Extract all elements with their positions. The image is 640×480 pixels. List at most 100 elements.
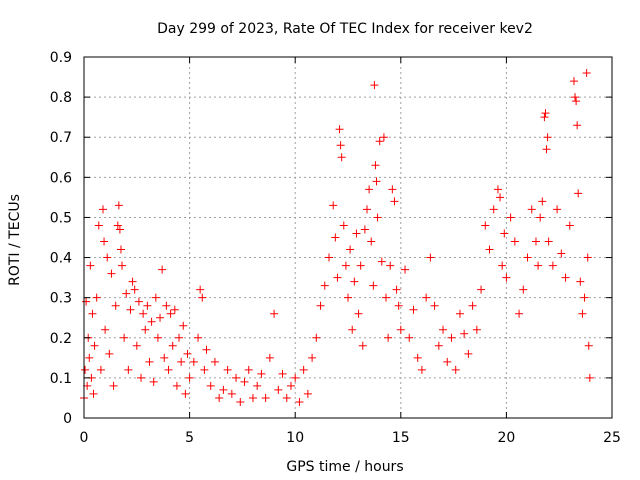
grid — [84, 57, 612, 418]
data-point — [113, 221, 122, 230]
data-point — [531, 237, 540, 246]
data-point — [565, 221, 574, 230]
data-point — [223, 365, 232, 374]
data-point — [396, 325, 405, 334]
data-point — [308, 353, 317, 362]
y-tick-label: 0.8 — [50, 90, 72, 106]
data-point — [392, 285, 401, 294]
data-point — [244, 365, 253, 374]
data-point — [455, 309, 464, 318]
x-tick-label: 10 — [286, 430, 304, 446]
data-point — [388, 185, 397, 194]
data-point — [523, 253, 532, 262]
data-point — [194, 333, 203, 342]
data-point — [447, 333, 456, 342]
data-point — [295, 397, 304, 406]
data-point — [360, 225, 369, 234]
data-point — [90, 341, 99, 350]
data-point — [200, 365, 209, 374]
data-point — [373, 213, 382, 222]
data-point — [576, 277, 585, 286]
data-point — [286, 381, 295, 390]
data-point — [320, 281, 329, 290]
data-point — [105, 349, 114, 358]
data-point — [179, 321, 188, 330]
data-point — [583, 253, 592, 262]
data-point — [124, 365, 133, 374]
data-point — [100, 237, 109, 246]
data-point — [175, 333, 184, 342]
data-point — [177, 357, 186, 366]
y-tick-label: 0.3 — [50, 291, 72, 307]
data-point — [506, 213, 515, 222]
data-point — [270, 309, 279, 318]
data-point — [81, 365, 90, 374]
data-point — [548, 261, 557, 270]
data-point — [282, 393, 291, 402]
data-point — [141, 325, 150, 334]
data-point — [493, 185, 502, 194]
data-point — [333, 273, 342, 282]
data-point — [339, 221, 348, 230]
data-point — [354, 309, 363, 318]
data-point — [240, 377, 249, 386]
data-point — [510, 237, 519, 246]
x-tick-label: 20 — [497, 430, 515, 446]
data-point — [115, 225, 124, 234]
y-tick-label: 0.1 — [50, 371, 72, 387]
data-point — [350, 277, 359, 286]
data-point — [227, 389, 236, 398]
data-point — [369, 281, 378, 290]
data-point — [451, 365, 460, 374]
data-point — [149, 377, 158, 386]
data-point — [335, 125, 344, 134]
data-point — [265, 353, 274, 362]
data-point — [196, 285, 205, 294]
data-point — [571, 93, 580, 102]
data-points — [80, 69, 594, 406]
data-point — [481, 221, 490, 230]
data-point — [372, 177, 381, 186]
data-point — [540, 113, 549, 122]
data-point — [185, 373, 194, 382]
data-point — [519, 285, 528, 294]
data-point — [477, 285, 486, 294]
data-point — [183, 349, 192, 358]
data-point — [162, 301, 171, 310]
data-point — [341, 261, 350, 270]
data-point — [543, 133, 552, 142]
data-point — [101, 325, 110, 334]
x-tick-label: 25 — [603, 430, 621, 446]
data-point — [365, 185, 374, 194]
data-point — [219, 385, 228, 394]
data-point — [553, 205, 562, 214]
data-point — [401, 265, 410, 274]
data-point — [128, 277, 137, 286]
data-point — [145, 357, 154, 366]
data-point — [303, 389, 312, 398]
data-point — [336, 141, 345, 150]
data-point — [426, 253, 435, 262]
data-point — [299, 365, 308, 374]
data-point — [527, 205, 536, 214]
data-point — [316, 301, 325, 310]
data-point — [468, 301, 477, 310]
data-point — [434, 341, 443, 350]
data-point — [496, 193, 505, 202]
data-point — [86, 261, 95, 270]
data-point — [261, 393, 270, 402]
data-point — [379, 133, 388, 142]
data-point — [573, 121, 582, 130]
data-point — [561, 273, 570, 282]
data-point — [291, 373, 300, 382]
data-point — [88, 309, 97, 318]
data-point — [472, 325, 481, 334]
data-point — [134, 297, 143, 306]
y-tick-label: 0.5 — [50, 210, 72, 226]
y-tick-label: 0 — [63, 411, 72, 427]
data-point — [111, 301, 120, 310]
data-point — [107, 269, 116, 278]
data-point — [346, 245, 355, 254]
x-tick-label: 15 — [392, 430, 410, 446]
data-point — [153, 333, 162, 342]
